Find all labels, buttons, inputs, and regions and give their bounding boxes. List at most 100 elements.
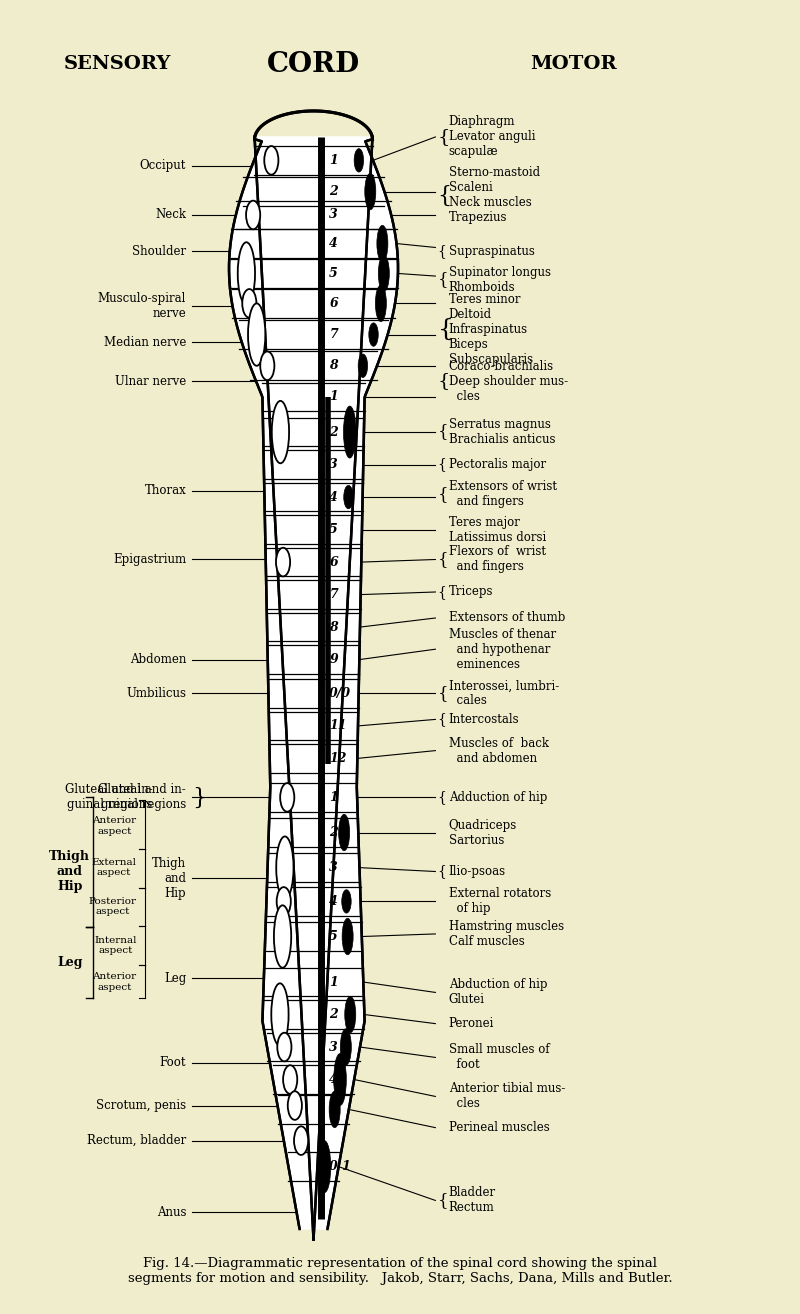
Text: Anterior
aspect: Anterior aspect xyxy=(93,816,137,836)
Text: Quadriceps
Sartorius: Quadriceps Sartorius xyxy=(449,819,517,846)
Text: Median nerve: Median nerve xyxy=(104,336,186,350)
Text: {: { xyxy=(438,318,454,340)
Ellipse shape xyxy=(276,548,290,577)
Text: Muscles of thenar
  and hypothenar
  eminences: Muscles of thenar and hypothenar eminenc… xyxy=(449,628,556,670)
Text: 5: 5 xyxy=(330,1102,338,1116)
Text: {: { xyxy=(438,127,450,146)
Text: {: { xyxy=(438,457,446,472)
Text: 7: 7 xyxy=(330,328,338,342)
Ellipse shape xyxy=(276,837,294,899)
Text: {: { xyxy=(438,865,446,879)
Text: 2: 2 xyxy=(330,827,338,840)
Ellipse shape xyxy=(264,146,278,175)
Text: Diaphragm
Levator anguli
scapulæ: Diaphragm Levator anguli scapulæ xyxy=(449,116,535,159)
Text: 11: 11 xyxy=(330,719,346,732)
Text: Muscles of  back
  and abdomen: Muscles of back and abdomen xyxy=(449,737,549,765)
Text: Peronei: Peronei xyxy=(449,1017,494,1030)
Text: Rectum, bladder: Rectum, bladder xyxy=(87,1134,186,1147)
Text: 1: 1 xyxy=(330,975,338,988)
Text: Shoulder: Shoulder xyxy=(132,244,186,258)
Text: {: { xyxy=(438,423,448,440)
Text: SENSORY: SENSORY xyxy=(63,55,170,74)
Text: {: { xyxy=(438,685,448,702)
Text: Sterno-mastoid
Scaleni
Neck muscles
Trapezius: Sterno-mastoid Scaleni Neck muscles Trap… xyxy=(449,167,540,225)
Text: Bladder
Rectum: Bladder Rectum xyxy=(449,1187,496,1214)
Ellipse shape xyxy=(345,996,356,1033)
Ellipse shape xyxy=(342,918,353,955)
Text: Pectoralis major: Pectoralis major xyxy=(449,459,546,472)
Text: 9: 9 xyxy=(330,653,338,666)
Text: 1: 1 xyxy=(330,390,338,403)
Text: Fig. 14.—Diagrammatic representation of the spinal cord showing the spinal
segme: Fig. 14.—Diagrammatic representation of … xyxy=(128,1256,672,1285)
Text: {: { xyxy=(438,372,450,390)
Text: Hamstring muscles
Calf muscles: Hamstring muscles Calf muscles xyxy=(449,920,564,947)
Text: Interossei, lumbri-
  cales: Interossei, lumbri- cales xyxy=(449,679,559,707)
Text: Thigh
and
Hip: Thigh and Hip xyxy=(50,850,90,894)
Ellipse shape xyxy=(318,1141,330,1193)
Ellipse shape xyxy=(344,485,353,509)
Text: Thigh
and
Hip: Thigh and Hip xyxy=(152,857,186,900)
Ellipse shape xyxy=(294,1126,308,1155)
Ellipse shape xyxy=(340,1029,351,1066)
Text: External
aspect: External aspect xyxy=(92,858,137,878)
Text: Foot: Foot xyxy=(160,1056,186,1070)
Ellipse shape xyxy=(375,285,386,322)
Text: 8: 8 xyxy=(330,359,338,372)
Text: Teres minor
Deltoid
Infraspinatus
Biceps
Subscapularis: Teres minor Deltoid Infraspinatus Biceps… xyxy=(449,293,533,365)
Ellipse shape xyxy=(248,304,266,365)
Text: {: { xyxy=(438,486,448,503)
Ellipse shape xyxy=(329,1091,340,1127)
Text: 4: 4 xyxy=(330,1074,338,1087)
Ellipse shape xyxy=(271,983,289,1046)
Ellipse shape xyxy=(334,1054,346,1105)
Text: Abduction of hip
Glutei: Abduction of hip Glutei xyxy=(449,979,547,1007)
Text: CORD: CORD xyxy=(267,51,360,78)
Ellipse shape xyxy=(274,905,291,967)
Polygon shape xyxy=(229,137,398,1229)
Ellipse shape xyxy=(358,353,368,377)
Ellipse shape xyxy=(288,1091,302,1120)
Text: 4: 4 xyxy=(330,237,338,250)
Text: 3: 3 xyxy=(330,209,338,222)
Ellipse shape xyxy=(242,289,257,318)
Ellipse shape xyxy=(280,783,294,812)
Text: 8: 8 xyxy=(330,620,338,633)
Text: Scrotum, penis: Scrotum, penis xyxy=(96,1099,186,1112)
Text: {: { xyxy=(438,551,448,568)
Text: 6: 6 xyxy=(330,297,338,310)
Ellipse shape xyxy=(277,887,291,916)
Text: Thorax: Thorax xyxy=(145,484,186,497)
Ellipse shape xyxy=(343,406,356,459)
Text: 3: 3 xyxy=(330,459,338,472)
Text: Coraco-brachialis
Deep shoulder mus-
  cles: Coraco-brachialis Deep shoulder mus- cle… xyxy=(449,360,568,403)
Text: Small muscles of
  foot: Small muscles of foot xyxy=(449,1043,550,1071)
Text: Anus: Anus xyxy=(157,1206,186,1218)
Text: Extensors of wrist
  and fingers: Extensors of wrist and fingers xyxy=(449,481,557,509)
Text: MOTOR: MOTOR xyxy=(530,55,616,74)
Ellipse shape xyxy=(246,201,260,229)
Ellipse shape xyxy=(342,890,351,913)
Text: {: { xyxy=(438,585,446,599)
Text: Supinator longus
Rhomboids: Supinator longus Rhomboids xyxy=(449,265,550,294)
Text: 4: 4 xyxy=(330,895,338,908)
Ellipse shape xyxy=(365,173,376,210)
Text: Ulnar nerve: Ulnar nerve xyxy=(115,374,186,388)
Ellipse shape xyxy=(272,401,289,464)
Text: 6: 6 xyxy=(330,556,338,569)
Text: Flexors of  wrist
  and fingers: Flexors of wrist and fingers xyxy=(449,545,546,573)
Text: External rotators
  of hip: External rotators of hip xyxy=(449,887,551,916)
Text: 3: 3 xyxy=(330,1041,338,1054)
Text: 4: 4 xyxy=(330,490,338,503)
Text: Abdomen: Abdomen xyxy=(130,653,186,666)
Text: Extensors of thumb: Extensors of thumb xyxy=(449,611,565,624)
Text: {: { xyxy=(438,1192,448,1209)
Text: 2: 2 xyxy=(330,426,338,439)
Text: 12: 12 xyxy=(330,752,346,765)
Text: {: { xyxy=(438,712,446,727)
Text: Anterior
aspect: Anterior aspect xyxy=(93,972,137,992)
Text: Occiput: Occiput xyxy=(140,159,186,172)
Text: Ilio-psoas: Ilio-psoas xyxy=(449,865,506,878)
Text: 5: 5 xyxy=(330,930,338,943)
Text: }: } xyxy=(193,786,206,808)
Text: Gluteal and in-
guinal regions: Gluteal and in- guinal regions xyxy=(65,783,152,812)
